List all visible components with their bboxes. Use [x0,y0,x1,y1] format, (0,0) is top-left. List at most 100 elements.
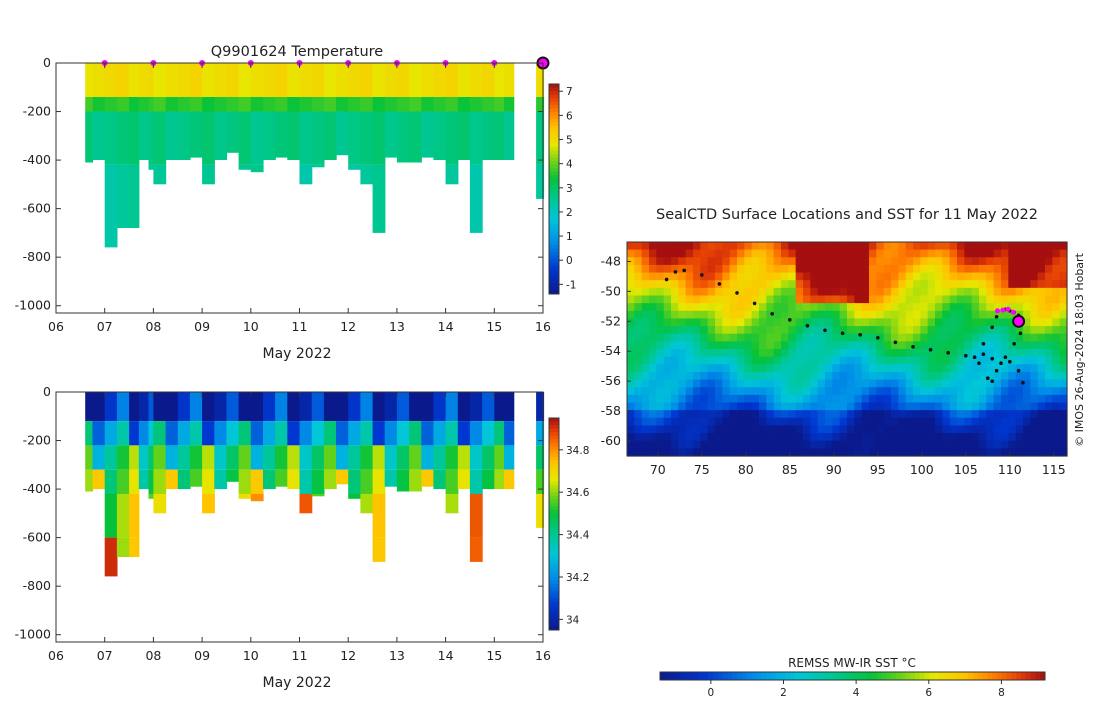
sst-cell [1052,257,1061,266]
sst-cell [788,364,797,373]
sst-cell [634,364,643,373]
map-credit: © IMOS 26-Aug-2024 18:03 Hobart [1073,252,1086,446]
sst-cell [913,364,921,373]
sst-cell [949,387,958,396]
sst-cell [781,364,789,373]
sst-cell [898,242,907,251]
sst-cell [1001,379,1009,388]
sst-cell [627,249,635,258]
sst-cell [1045,287,1053,297]
sst-cell [744,387,753,396]
colorbar-segment [549,488,559,493]
sst-cell [722,371,731,381]
sst-cell [678,356,687,365]
profile-cell [116,63,130,97]
sst-cell [1045,364,1053,373]
sst-cell [627,264,635,274]
sst-cell [935,333,943,342]
sst-cell [920,410,929,419]
sst-cell [861,333,870,342]
sst-cell [707,417,716,427]
sst-cell [949,379,958,388]
sst-cell [795,371,804,381]
lon-tick-label: 115 [1042,462,1066,477]
profile-cell [129,97,140,112]
track-point [823,328,827,333]
profile-cell [311,445,325,470]
sst-cell [1059,379,1068,388]
sst-cell [751,280,760,289]
sst-cell [678,303,687,312]
sst-cell [722,349,731,358]
sst-cell [1037,417,1046,427]
sst-cell [993,433,1002,442]
sst-cell [1037,257,1046,266]
sst-cell [957,425,965,434]
sst-cell [1059,440,1068,449]
profile-cell [445,493,459,514]
sst-cell [788,272,797,281]
sst-cell [854,387,863,396]
sst-cell [1052,417,1061,427]
profile-cell [129,421,140,446]
sst-cell [1059,272,1068,281]
sst-cell [641,318,650,327]
sst-cell [927,249,936,258]
sst-cell [707,448,716,457]
sst-cell [641,249,650,258]
sst-cell [1001,417,1009,427]
sst-cell [773,249,782,258]
sst-cell [627,410,635,419]
colorbar-segment [799,672,805,680]
sst-cell [1008,356,1017,365]
sst-cell [1045,257,1053,266]
sst-cell [942,257,951,266]
sst-cell [634,417,643,427]
sst-cell [876,249,885,258]
sst-cell [700,410,709,419]
sst-cell [795,287,804,297]
sst-cell [1023,264,1031,274]
sst-cell [993,440,1002,449]
sst-cell [957,242,965,251]
sst-cell [781,341,789,350]
colorbar-segment [1001,672,1007,680]
sst-cell [876,333,885,342]
sst-cell [986,249,995,258]
sst-cell [1030,349,1039,358]
sst-cell [1015,425,1024,434]
track-point [735,291,739,295]
sst-cell [1052,448,1061,457]
profile-cell [202,97,215,112]
profile-cell [433,445,447,470]
sst-cell [1008,280,1017,289]
profile-cell [177,111,191,160]
sst-cell [1052,433,1061,442]
profile-cell [263,111,276,160]
sst-cell [641,242,650,251]
sst-cell [1052,272,1061,281]
profile-cell [214,63,228,97]
colorbar-segment [549,262,559,267]
sst-cell [1030,379,1039,388]
sst-cell [817,402,826,411]
sst-cell [810,402,819,411]
colorbar-segment [549,101,559,106]
sst-cell [971,303,980,312]
sst-cell [707,257,716,266]
sst-cell [715,417,723,427]
track-point [928,347,933,352]
sst-cell [1045,356,1053,365]
sst-cell [905,341,914,350]
sst-cell [649,333,657,342]
sst-cell [634,249,643,258]
sst-cell [649,287,657,297]
sst-cell [869,333,877,342]
lat-tick-label: -52 [601,313,621,328]
sst-cell [920,440,929,449]
sst-cell [986,272,995,281]
profile-cell [287,111,301,160]
sst-cell [825,303,833,312]
sst-cell [707,364,716,373]
sst-cell [920,295,929,304]
